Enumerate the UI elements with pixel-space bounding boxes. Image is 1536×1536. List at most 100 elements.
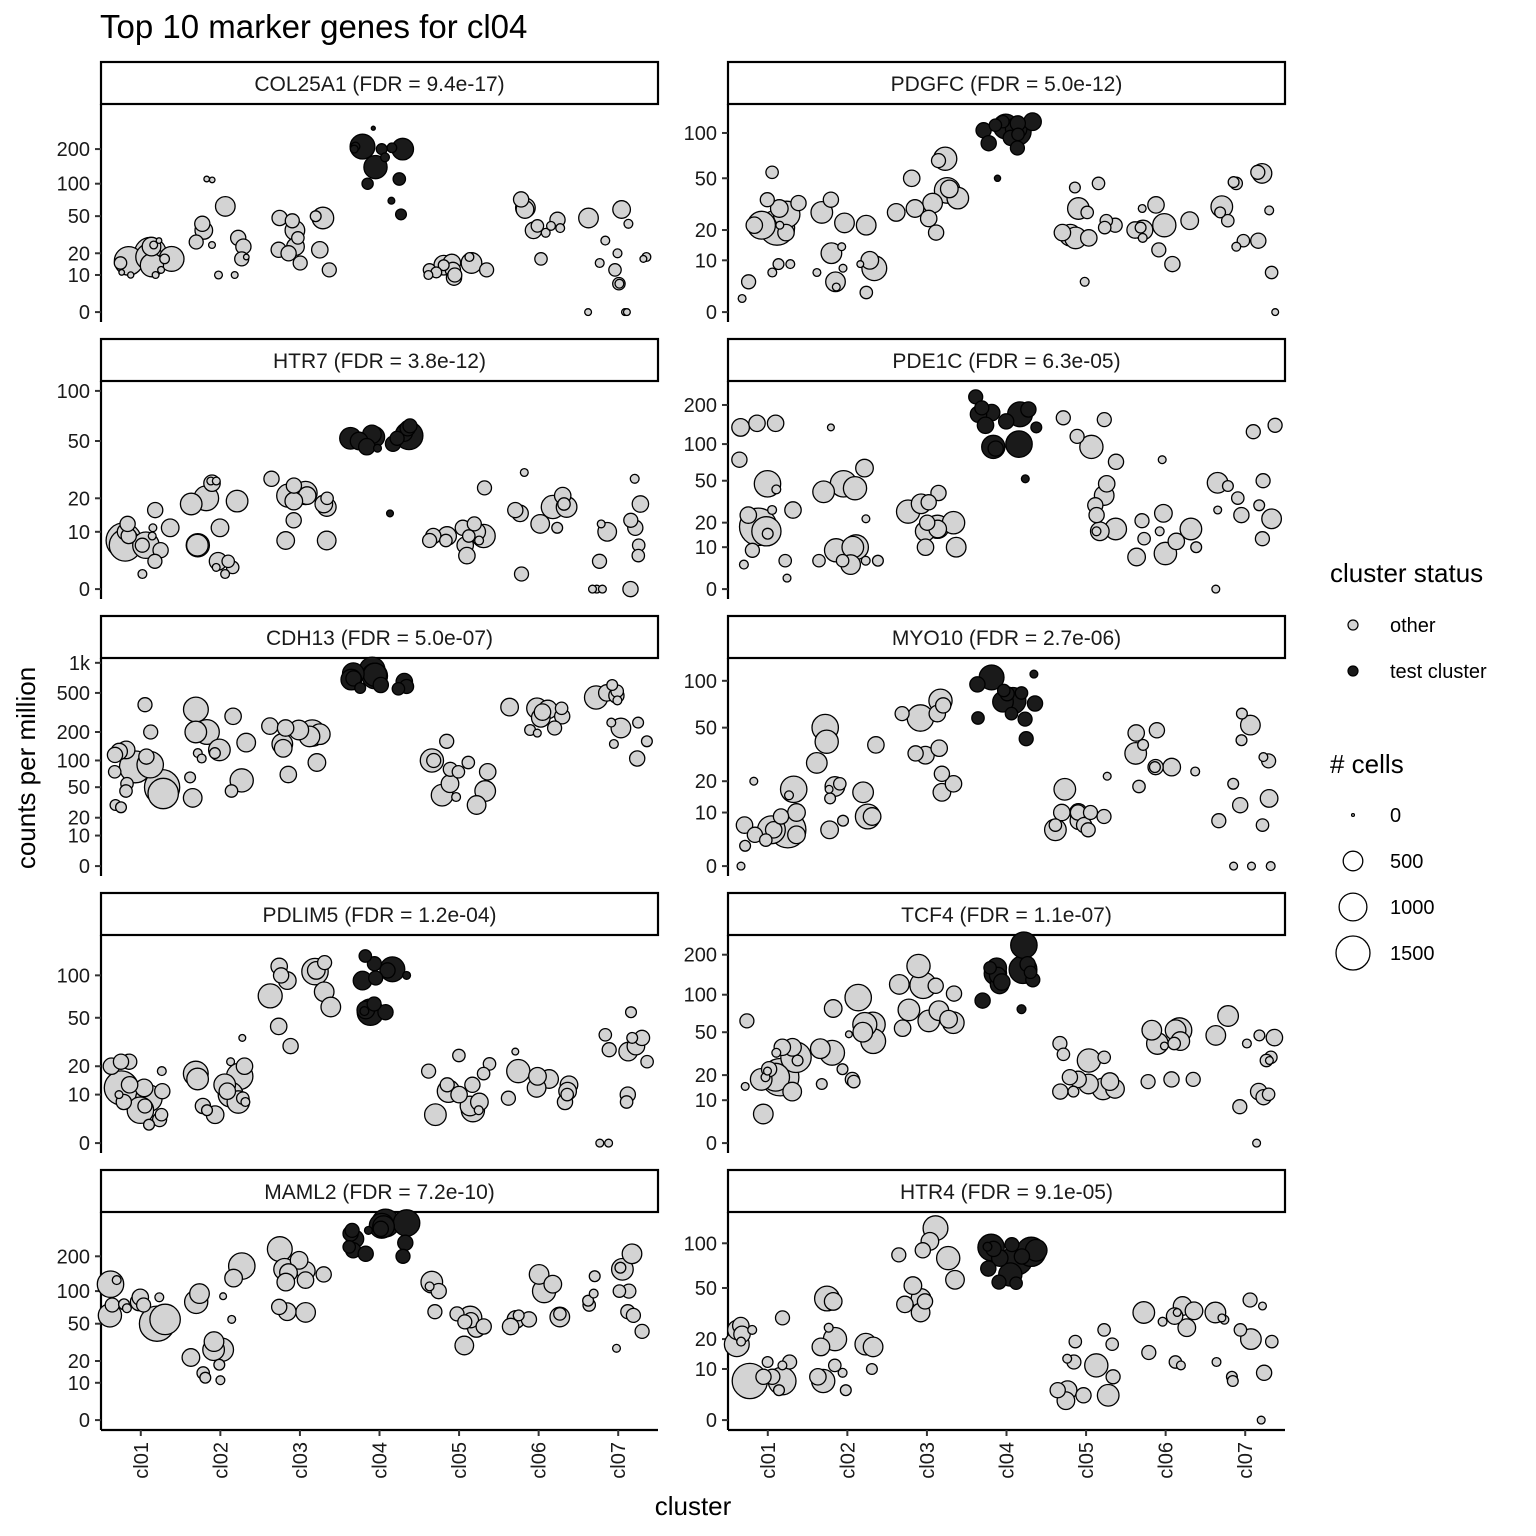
data-point-other xyxy=(1184,1301,1204,1321)
data-point-test-cluster xyxy=(358,949,373,963)
data-point-other xyxy=(632,716,645,729)
data-point-other xyxy=(476,1066,491,1081)
data-point-other xyxy=(423,269,434,281)
data-point-test-cluster xyxy=(366,996,382,1012)
data-point-other xyxy=(284,491,304,511)
data-point-other xyxy=(1221,479,1234,493)
data-point-other xyxy=(823,999,843,1018)
data-point-other xyxy=(184,771,197,784)
data-point-other xyxy=(289,1250,309,1270)
y-tick-label: 0 xyxy=(706,1133,717,1155)
data-point-test-cluster xyxy=(974,992,991,1009)
data-point-test-cluster xyxy=(1017,711,1033,727)
data-point-other xyxy=(784,501,802,519)
data-point-other xyxy=(532,728,542,738)
data-point-test-cluster xyxy=(987,440,1004,457)
y-tick-label: 200 xyxy=(57,722,90,744)
data-point-other xyxy=(1082,804,1099,821)
data-point-other xyxy=(779,775,808,804)
data-point-other xyxy=(861,514,871,524)
data-point-other xyxy=(292,255,308,271)
data-point-other xyxy=(772,1384,786,1397)
data-point-other xyxy=(295,1301,317,1323)
y-tick-label: 20 xyxy=(68,243,90,265)
data-point-other xyxy=(276,719,295,737)
data-point-other xyxy=(423,1103,447,1127)
data-point-other xyxy=(270,1298,288,1316)
data-point-other xyxy=(1167,532,1186,551)
data-point-other xyxy=(1265,861,1276,872)
x-tick-label: cl01 xyxy=(758,1442,780,1479)
data-point-other xyxy=(625,1307,642,1324)
data-point-test-cluster xyxy=(1016,1004,1027,1015)
legend: cluster status other test cluster # cell… xyxy=(1330,558,1487,971)
data-point-other xyxy=(1267,417,1283,433)
data-point-other xyxy=(762,1066,773,1076)
data-point-other xyxy=(439,533,453,548)
data-point-other xyxy=(815,1077,828,1091)
data-point-other xyxy=(1231,241,1242,252)
data-point-test-cluster xyxy=(1013,1248,1031,1265)
data-point-other xyxy=(182,696,209,723)
facet-strip xyxy=(99,60,660,106)
data-point-other xyxy=(224,1268,244,1288)
data-point-test-cluster xyxy=(394,208,408,221)
data-point-other xyxy=(149,240,159,250)
y-tick-label: 100 xyxy=(57,174,90,196)
data-point-other xyxy=(761,527,774,540)
data-point-other xyxy=(1137,203,1147,214)
x-tick-label: cl03 xyxy=(290,1442,312,1479)
data-point-other xyxy=(767,267,778,278)
x-tick-label: cl03 xyxy=(917,1442,939,1479)
data-point-other xyxy=(731,417,751,437)
data-point-other xyxy=(181,1348,201,1367)
data-point-other xyxy=(271,209,288,227)
data-point-other xyxy=(856,260,865,269)
data-point-other xyxy=(1261,1087,1276,1102)
data-point-other xyxy=(1246,861,1257,871)
data-point-other xyxy=(225,489,249,513)
data-point-other xyxy=(1148,722,1166,739)
data-point-test-cluster xyxy=(969,676,986,693)
data-point-other xyxy=(736,1336,747,1347)
data-point-test-cluster xyxy=(389,430,405,446)
data-point-other xyxy=(296,1271,315,1289)
data-point-other xyxy=(1179,517,1203,541)
data-point-test-cluster xyxy=(359,1006,370,1017)
y-tick-label: 50 xyxy=(68,1314,90,1336)
data-point-other xyxy=(420,1063,437,1079)
data-point-other xyxy=(1220,213,1235,228)
data-point-other xyxy=(809,1367,827,1386)
data-point-other xyxy=(121,1303,132,1314)
data-point-other xyxy=(220,568,231,580)
data-point-other xyxy=(755,1368,772,1386)
data-point-other xyxy=(315,1266,332,1283)
data-point-other xyxy=(587,584,598,594)
data-point-other xyxy=(213,270,224,280)
data-point-other xyxy=(787,803,806,822)
panel-myo10: MYO10 (FDR = 2.7e-06) 0 10 20 50 100 xyxy=(684,614,1287,878)
data-point-other xyxy=(914,1242,932,1259)
data-point-test-cluster xyxy=(368,970,384,986)
y-tick-label: 500 xyxy=(57,683,90,705)
x-tick-label: cl04 xyxy=(370,1442,392,1479)
data-point-other xyxy=(1232,1099,1248,1115)
data-point-other xyxy=(1137,738,1150,751)
data-point-other xyxy=(219,1292,228,1301)
data-point-other xyxy=(812,553,826,568)
data-point-other xyxy=(906,953,931,979)
data-point-other xyxy=(748,414,766,433)
data-point-other xyxy=(827,1358,842,1373)
data-point-other xyxy=(594,257,605,269)
data-point-other xyxy=(945,1269,965,1290)
y-tick-label: 0 xyxy=(706,302,717,324)
data-point-test-cluster xyxy=(361,177,374,190)
y-tick-label: 0 xyxy=(79,856,90,878)
data-point-other xyxy=(154,1292,165,1303)
data-point-other xyxy=(203,175,211,183)
data-point-other xyxy=(282,1037,299,1055)
data-point-other xyxy=(1076,1048,1102,1073)
data-point-other xyxy=(528,1263,550,1285)
